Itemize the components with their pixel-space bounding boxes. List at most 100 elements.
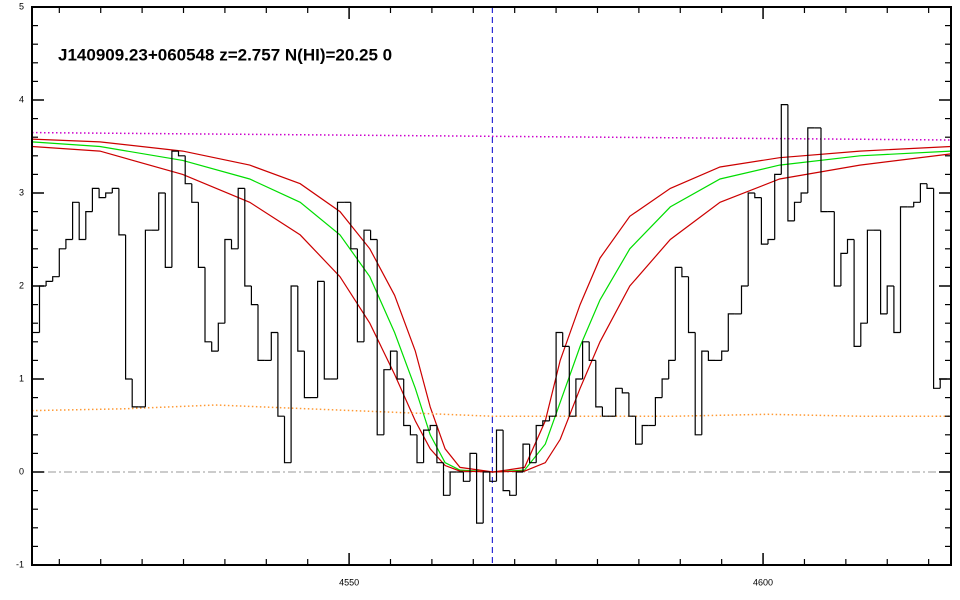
flux-step [542, 420, 550, 426]
flux-step [588, 341, 596, 361]
flux-step [65, 238, 73, 249]
flux-step [244, 188, 252, 287]
flux-step [515, 471, 523, 496]
flux-step [85, 211, 93, 240]
flux-step [489, 472, 497, 482]
flux-step [860, 322, 868, 347]
flux-step [171, 150, 179, 268]
flux-step [800, 192, 808, 203]
flux-step [277, 332, 285, 417]
flux-step [297, 286, 305, 352]
flux-step [217, 322, 225, 352]
flux-step [58, 248, 66, 277]
flux-step [72, 201, 80, 240]
flux-step [45, 280, 53, 286]
flux-step [257, 304, 265, 361]
flux-step [913, 201, 921, 207]
flux-step [191, 183, 199, 203]
flux-step [502, 430, 510, 492]
flux-step [283, 416, 292, 464]
flux-step [144, 229, 152, 407]
flux-step [866, 229, 874, 324]
flux-step [403, 379, 411, 427]
y-tick-label: 5 [19, 1, 24, 11]
flux-step [740, 285, 749, 314]
flux-step [721, 350, 729, 361]
flux-step [919, 183, 927, 203]
flux-step [336, 201, 345, 379]
flux-step [840, 252, 848, 286]
y-tick-label: 2 [19, 280, 24, 290]
flux-step [880, 230, 888, 315]
flux-step [509, 490, 517, 496]
flux-step [224, 238, 232, 324]
flux-step [654, 397, 663, 426]
y-tick-label: 1 [19, 373, 24, 383]
flux-step [125, 234, 133, 380]
chart-title: J140909.23+060548 z=2.757 N(HI)=20.25 0 [58, 45, 392, 64]
flux-step [303, 351, 311, 399]
flux-step [780, 104, 788, 175]
model-curve [31, 131, 952, 141]
flux-step [774, 173, 782, 240]
flux-step [674, 266, 682, 361]
flux-step [853, 239, 861, 347]
flux-step [522, 443, 530, 472]
flux-step [449, 471, 457, 496]
flux-step [621, 388, 629, 394]
flux-step [846, 238, 855, 254]
flux-step [476, 453, 484, 524]
flux-step [78, 202, 86, 241]
flux-step [270, 331, 278, 361]
flux-step [91, 187, 100, 212]
flux-step [442, 462, 451, 496]
flux-step [687, 276, 696, 334]
flux-step [694, 332, 702, 436]
flux-step [562, 332, 570, 347]
flux-step [707, 351, 715, 361]
flux-step [747, 192, 755, 286]
flux-step [416, 434, 424, 464]
flux-step [250, 286, 258, 306]
flux-step [595, 360, 603, 408]
flux-step [237, 187, 245, 249]
flux-step [886, 285, 894, 314]
flux-step [754, 193, 762, 199]
flux-step [177, 151, 186, 157]
flux-step [204, 267, 212, 343]
flux-step [582, 341, 590, 379]
flux-step [317, 280, 325, 398]
flux-step [105, 192, 113, 198]
y-tick-label: 3 [19, 187, 24, 197]
flux-step [211, 341, 219, 352]
flux-step [793, 201, 802, 221]
flux-step [615, 387, 623, 417]
flux-step [184, 155, 192, 185]
flux-step [230, 239, 239, 250]
flux-step [820, 127, 828, 213]
flux-step [668, 359, 676, 379]
flux-step [529, 444, 537, 464]
flux-step [323, 281, 331, 380]
flux-step [389, 350, 398, 370]
flux-step [548, 415, 557, 421]
flux-step [495, 429, 504, 482]
y-tick-label: 4 [19, 94, 24, 104]
flux-step [635, 416, 643, 445]
flux-step [899, 206, 908, 333]
flux-step [926, 183, 934, 189]
flux-step [482, 471, 490, 524]
flux-step [409, 425, 417, 436]
flux-step [933, 188, 941, 389]
x-tick-label: 4600 [753, 577, 773, 587]
flux-step [661, 378, 669, 398]
flux-step [767, 238, 775, 245]
flux-step [383, 369, 391, 435]
flux-step [555, 331, 563, 417]
flux-step [893, 286, 901, 334]
flux-step [628, 392, 636, 417]
flux-step [462, 472, 470, 482]
flux-step [727, 313, 735, 352]
